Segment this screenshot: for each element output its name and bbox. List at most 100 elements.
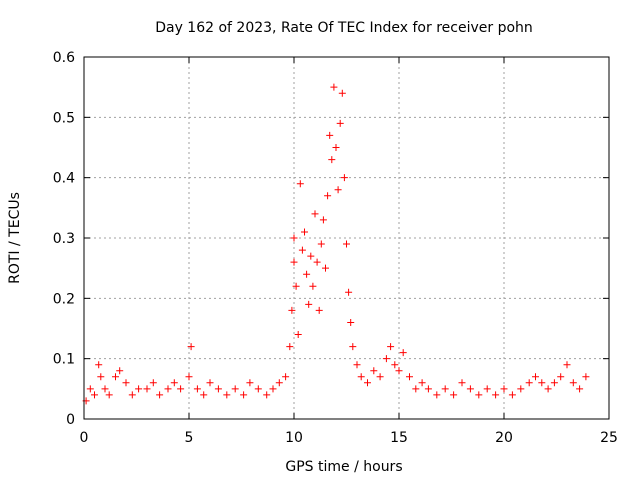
data-point [309, 282, 317, 290]
data-point [105, 391, 113, 399]
data-point [286, 343, 294, 351]
data-point [376, 373, 384, 381]
data-point [101, 385, 109, 393]
data-point [246, 379, 254, 387]
grid-lines [84, 57, 609, 419]
data-point [324, 192, 332, 200]
data-point [149, 379, 157, 387]
y-tick-label: 0.5 [53, 110, 75, 126]
data-point [569, 379, 577, 387]
data-point [357, 373, 365, 381]
data-point [223, 391, 231, 399]
data-point [269, 385, 277, 393]
data-point [135, 385, 143, 393]
data-point [164, 385, 172, 393]
data-point [95, 361, 103, 369]
x-axis-title: GPS time / hours [285, 459, 402, 475]
data-point [330, 83, 338, 91]
data-point [450, 391, 458, 399]
data-point [254, 385, 262, 393]
data-point [315, 306, 323, 314]
data-point [290, 258, 298, 266]
data-point [91, 391, 98, 399]
data-point [576, 385, 584, 393]
data-point [116, 367, 124, 375]
data-point [353, 361, 361, 369]
data-point [294, 331, 302, 339]
data-point [86, 385, 94, 393]
data-point [170, 379, 178, 387]
data-point [122, 379, 130, 387]
data-point [288, 306, 296, 314]
data-point [301, 228, 308, 236]
data-point [185, 373, 193, 381]
data-point [296, 180, 304, 188]
data-point [557, 373, 565, 381]
data-point [382, 355, 390, 363]
data-point [313, 258, 321, 266]
data-point [458, 379, 466, 387]
x-tick-label: 0 [80, 430, 89, 446]
data-point [263, 391, 271, 399]
data-point [424, 385, 432, 393]
data-point [206, 379, 214, 387]
data-point [326, 131, 334, 139]
data-point [292, 282, 300, 290]
data-point [412, 385, 420, 393]
data-point [143, 385, 151, 393]
x-tick-label: 20 [495, 430, 513, 446]
data-point [433, 391, 441, 399]
data-point [319, 216, 327, 224]
data-point [231, 385, 239, 393]
y-tick-label: 0.1 [53, 352, 75, 368]
data-point [214, 385, 222, 393]
data-point [322, 264, 329, 272]
data-point [290, 234, 298, 242]
chart-title: Day 162 of 2023, Rate Of TEC Index for r… [155, 20, 533, 36]
data-point [338, 89, 346, 97]
x-tick-label: 15 [390, 430, 408, 446]
data-point [441, 385, 449, 393]
data-point [334, 186, 342, 194]
data-point [328, 156, 336, 164]
y-tick-label: 0 [66, 412, 75, 428]
y-tick-label: 0.4 [53, 171, 75, 187]
data-point [370, 367, 378, 375]
data-point [475, 391, 483, 399]
data-point [343, 240, 350, 248]
data-points [82, 83, 590, 405]
data-point [345, 288, 353, 296]
data-point [275, 379, 283, 387]
data-point [532, 373, 539, 381]
data-point [305, 300, 313, 308]
data-point [193, 385, 201, 393]
data-point [349, 343, 357, 351]
data-point [298, 246, 306, 254]
x-tick-labels: 0 5 10 15 20 25 [80, 430, 618, 446]
y-tick-label: 0.3 [53, 231, 75, 247]
data-point [112, 373, 119, 381]
data-point [307, 252, 315, 260]
data-point [483, 385, 491, 393]
x-tick-label: 10 [285, 430, 303, 446]
data-point [395, 367, 403, 375]
data-point [187, 343, 195, 351]
data-point [177, 385, 185, 393]
data-point [156, 391, 164, 399]
x-tick-label: 5 [185, 430, 194, 446]
data-point [544, 385, 552, 393]
axis-ticks [83, 56, 610, 420]
data-point [418, 379, 426, 387]
data-point [466, 385, 474, 393]
data-point [582, 373, 590, 381]
data-point [347, 318, 355, 326]
x-tick-label: 25 [600, 430, 618, 446]
data-point [525, 379, 533, 387]
data-point [97, 373, 105, 381]
data-point [399, 349, 407, 357]
data-point [406, 373, 413, 381]
data-point [332, 144, 340, 151]
data-point [200, 391, 208, 399]
data-point [508, 391, 516, 399]
